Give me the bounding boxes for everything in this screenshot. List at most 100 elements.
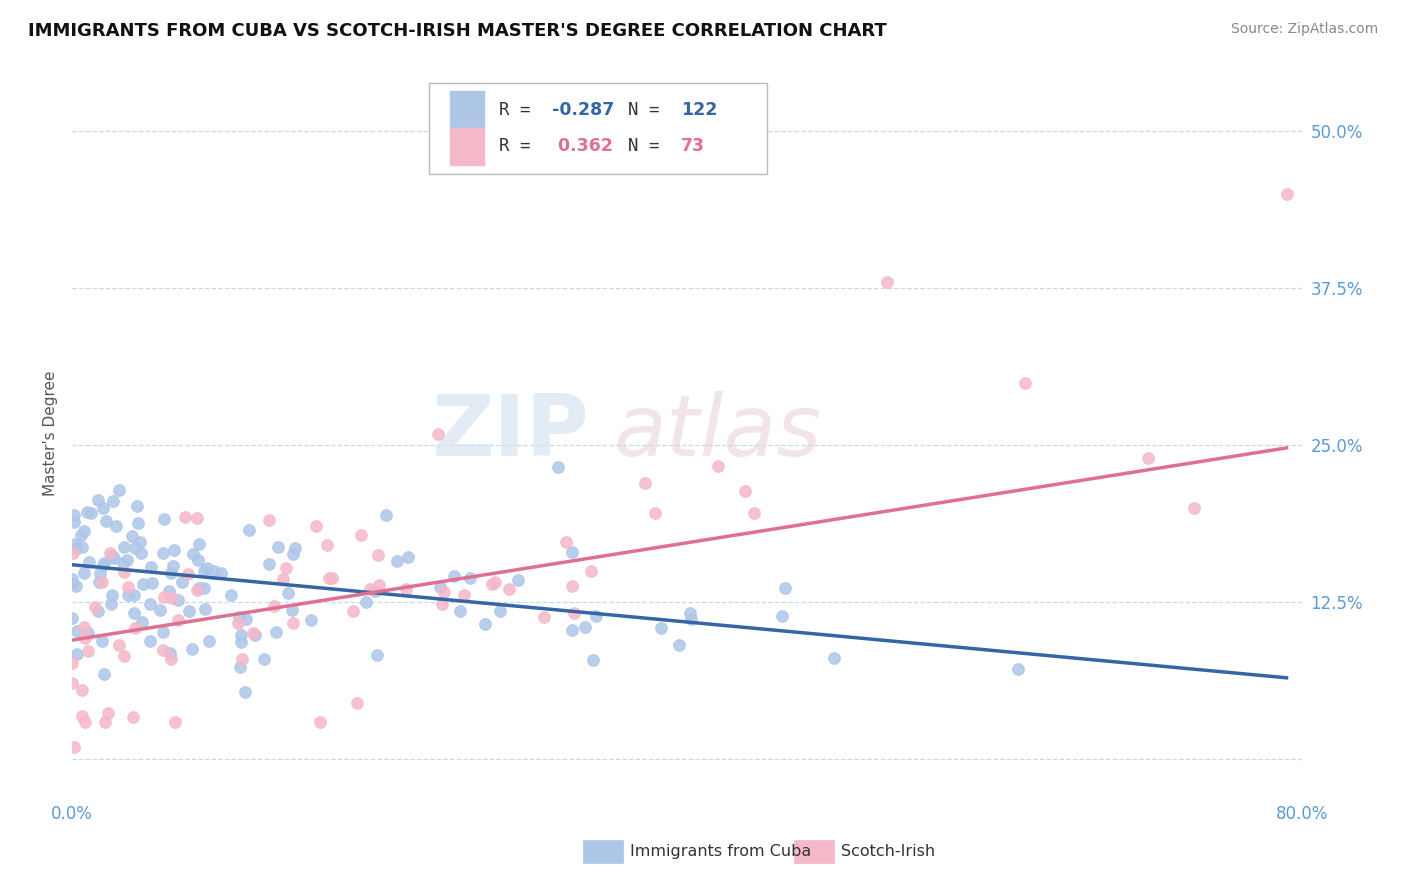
Point — [650, 621, 672, 635]
Point — [634, 476, 657, 491]
Text: Immigrants from Cuba: Immigrants from Cuba — [630, 845, 811, 859]
Point — [72, 524, 94, 538]
Point — [72, 708, 94, 723]
Point — [138, 597, 160, 611]
Point — [555, 535, 578, 549]
Point — [1275, 187, 1298, 202]
Point — [284, 541, 307, 556]
Point — [121, 529, 143, 543]
Point — [60, 575, 83, 590]
Point — [62, 573, 84, 587]
Point — [281, 616, 304, 631]
Text: IMMIGRANTS FROM CUBA VS SCOTCH-IRISH MASTER'S DEGREE CORRELATION CHART: IMMIGRANTS FROM CUBA VS SCOTCH-IRISH MAS… — [28, 22, 887, 40]
Point — [97, 706, 120, 720]
FancyBboxPatch shape — [429, 83, 766, 174]
Point — [100, 549, 122, 564]
Point — [80, 506, 103, 520]
Point — [264, 624, 287, 639]
Point — [70, 683, 93, 698]
Point — [66, 624, 89, 638]
Point — [1014, 376, 1036, 390]
Point — [76, 505, 98, 519]
Point — [181, 547, 204, 561]
Text: ZIP: ZIP — [430, 392, 589, 475]
Point — [77, 625, 100, 640]
Point — [100, 588, 122, 602]
Point — [309, 714, 332, 729]
Point — [342, 605, 364, 619]
Point — [93, 556, 115, 570]
Point — [91, 574, 114, 589]
Point — [124, 621, 146, 635]
Point — [186, 582, 208, 597]
Point — [132, 576, 155, 591]
Point — [561, 623, 583, 637]
Point — [124, 541, 146, 556]
Point — [112, 565, 135, 579]
Point — [271, 573, 294, 587]
Point — [385, 554, 408, 568]
Point — [489, 605, 512, 619]
Point — [193, 564, 215, 578]
Point — [139, 634, 162, 648]
Point — [582, 653, 605, 667]
Text: 73: 73 — [681, 137, 704, 155]
Point — [69, 527, 91, 541]
Point — [60, 611, 83, 625]
Point — [1137, 450, 1160, 465]
Point — [83, 600, 105, 615]
Point — [305, 518, 328, 533]
Point — [238, 523, 260, 537]
Point — [775, 581, 797, 595]
Point — [281, 547, 304, 561]
Point — [66, 647, 89, 661]
Point — [533, 610, 555, 624]
Point — [367, 548, 389, 562]
Point — [242, 625, 264, 640]
Point — [219, 588, 242, 602]
Point — [231, 652, 253, 666]
Point — [111, 556, 134, 570]
Point — [73, 566, 96, 581]
Point — [484, 575, 506, 590]
FancyBboxPatch shape — [450, 128, 484, 165]
Point — [430, 597, 453, 611]
Point — [359, 582, 381, 596]
Point — [707, 459, 730, 474]
Text: R =: R = — [499, 101, 541, 119]
Point — [561, 545, 583, 559]
Point — [235, 612, 257, 626]
Point — [152, 546, 174, 560]
Point — [94, 714, 117, 729]
Point — [177, 567, 200, 582]
Point — [228, 609, 250, 624]
Point — [122, 607, 145, 621]
Point — [165, 714, 187, 729]
Point — [96, 514, 118, 528]
Point — [679, 606, 702, 620]
Point — [103, 550, 125, 565]
Point — [429, 580, 451, 594]
Point — [117, 580, 139, 594]
Point — [153, 512, 176, 526]
Point — [129, 535, 152, 549]
Point — [160, 566, 183, 580]
FancyBboxPatch shape — [450, 91, 484, 129]
Point — [427, 427, 450, 442]
Point — [93, 666, 115, 681]
Point — [100, 597, 122, 611]
Point — [257, 513, 280, 527]
Point — [87, 574, 110, 589]
Point — [117, 588, 139, 602]
Point — [186, 510, 208, 524]
Point — [108, 638, 131, 652]
Point — [131, 615, 153, 630]
Point — [188, 581, 211, 595]
Point — [193, 582, 215, 596]
Point — [166, 592, 188, 607]
Point — [257, 558, 280, 572]
Point — [253, 651, 276, 665]
Point — [177, 604, 200, 618]
Point — [562, 607, 585, 621]
Point — [159, 646, 181, 660]
